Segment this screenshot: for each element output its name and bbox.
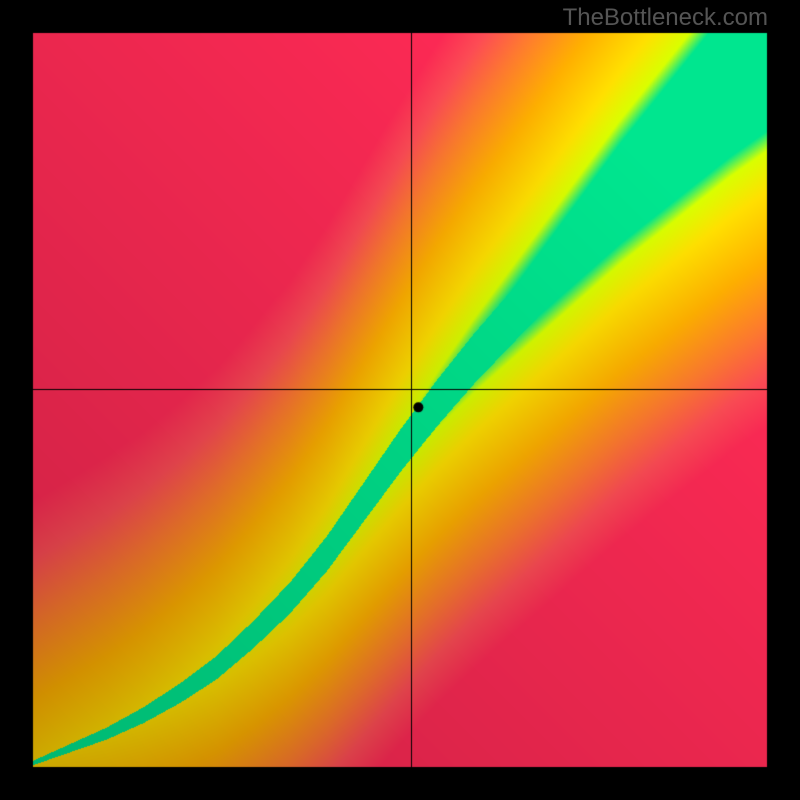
watermark-text: TheBottleneck.com	[563, 4, 768, 32]
bottleneck-heatmap	[0, 0, 800, 800]
